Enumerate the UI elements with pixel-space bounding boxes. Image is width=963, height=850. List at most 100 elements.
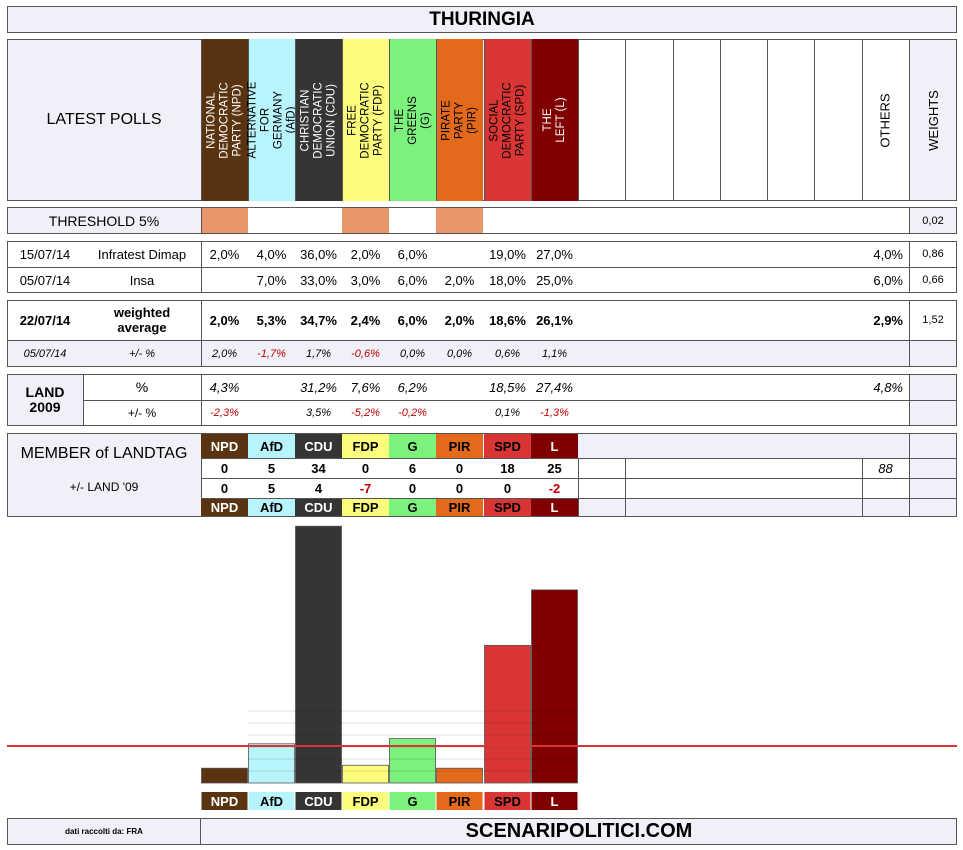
member-party-bottom-fdp: FDP xyxy=(342,499,389,516)
member-party-bottom-l: L xyxy=(531,499,578,516)
land-value xyxy=(248,374,295,400)
divider xyxy=(201,433,202,517)
poll-others: 4,0% xyxy=(873,246,903,262)
poll-value: 6,0% xyxy=(397,272,428,288)
member-seats: 5 xyxy=(267,461,276,476)
threshold-label: THRESHOLD 5% xyxy=(48,212,160,229)
weighted-value: 34,7% xyxy=(300,312,337,328)
poll-date: 05/07/14 xyxy=(19,272,71,288)
bar-pir xyxy=(436,767,483,784)
divider xyxy=(201,207,202,234)
member-change: 0 xyxy=(503,481,512,496)
member-party-top-npd: NPD xyxy=(201,434,248,458)
category-label-bg-l xyxy=(531,792,578,810)
category-label-bg-cdu xyxy=(295,792,342,810)
threshold-mark-npd xyxy=(201,208,248,233)
bar-spd xyxy=(484,644,531,784)
header-divider xyxy=(201,39,202,201)
members-label: MEMBER of LANDTAG xyxy=(20,445,188,462)
bar-l xyxy=(531,589,578,784)
header-divider xyxy=(814,39,815,201)
member-party-bottom-pir: PIR xyxy=(436,499,483,516)
party-header-g: THE GREENS (G) xyxy=(389,39,436,201)
divider xyxy=(625,458,626,517)
poll-value: 19,0% xyxy=(489,246,526,262)
land-value: 27,4% xyxy=(536,379,573,395)
members-sub-label: +/- LAND '09 xyxy=(69,480,139,494)
member-change: 0 xyxy=(408,481,417,496)
poll-value: 18,0% xyxy=(489,272,526,288)
category-label-g: G xyxy=(407,794,417,809)
member-change: 4 xyxy=(314,481,323,496)
member-seats: 6 xyxy=(408,461,417,476)
divider xyxy=(201,498,957,499)
weighted-value: 2,0% xyxy=(209,312,240,328)
party-header-afd: ALTERNATIVE FOR GERMANY (AfD) xyxy=(246,39,297,201)
poll-value: 2,0% xyxy=(209,246,240,262)
poll-value: 2,0% xyxy=(350,246,381,262)
party-header-cdu: CHRISTIAN DEMOCRATIC UNION (CDU) xyxy=(295,39,342,201)
category-label-fdp: FDP xyxy=(353,794,379,809)
party-header-label: PIRATE PARTY (PIR) xyxy=(440,99,479,141)
member-party-bottom-npd: NPD xyxy=(201,499,248,516)
others-header: OTHERS xyxy=(878,92,894,148)
delta-value: 0,0% xyxy=(446,347,473,360)
others-bg xyxy=(862,40,909,200)
party-header-label: CHRISTIAN DEMOCRATIC UNION (CDU) xyxy=(299,81,338,159)
land-value: 18,5% xyxy=(489,379,526,395)
land-diff-value: -0,2% xyxy=(398,407,427,419)
bar-npd xyxy=(201,767,248,784)
footer-bar xyxy=(7,818,957,845)
party-header-label: NATIONAL DEMOCRATIC PARTY (NPD) xyxy=(205,81,244,159)
weighted-value: 6,0% xyxy=(397,312,428,328)
party-header-label: FREE DEMOCRATIC PARTY (FDP) xyxy=(346,81,385,159)
weighted-block xyxy=(7,300,957,367)
category-label-l: L xyxy=(551,794,559,809)
divider xyxy=(909,374,910,426)
poll-value: 3,0% xyxy=(350,272,381,288)
party-header-pir: PIRATE PARTY (PIR) xyxy=(436,39,483,201)
land-pct-label: % xyxy=(135,379,149,395)
member-seats: 0 xyxy=(455,461,464,476)
member-seats: 18 xyxy=(500,461,515,476)
land-others: 4,8% xyxy=(873,379,903,395)
latest-polls-label: LATEST POLLS xyxy=(46,111,162,128)
category-label-bg-pir xyxy=(436,792,483,810)
member-seats: 34 xyxy=(311,461,326,476)
delta-value: 0,0% xyxy=(399,347,426,360)
weighted-weight: 1,52 xyxy=(922,314,944,326)
footer-site: SCENARIPOLITICI.COM xyxy=(465,820,693,842)
land-value: 31,2% xyxy=(300,379,337,395)
header-divider xyxy=(767,39,768,201)
header-divider xyxy=(862,39,863,201)
poll-value: 25,0% xyxy=(536,272,573,288)
member-party-bottom-afd: AfD xyxy=(248,499,295,516)
poll-bar-chart: NPD AfD CDU FDP G PIR SPD L xyxy=(7,525,957,810)
divider xyxy=(578,458,579,517)
poll-value: 7,0% xyxy=(256,272,287,288)
threshold-mark-pir xyxy=(436,208,483,233)
land-diff-value: -1,3% xyxy=(540,407,569,419)
bar-fdp xyxy=(342,764,389,784)
delta-date: 05/07/14 xyxy=(23,347,67,360)
weighted-value: 26,1% xyxy=(536,312,573,328)
member-party-top-l: L xyxy=(531,434,578,458)
land-value xyxy=(436,374,483,400)
land-value: 4,3% xyxy=(209,379,240,395)
land-diff-value xyxy=(436,400,483,426)
divider xyxy=(862,458,863,517)
member-seats: 0 xyxy=(220,461,229,476)
footer-source: dati raccolti da: FRA xyxy=(65,827,143,836)
poll-value xyxy=(201,267,248,293)
member-change: 5 xyxy=(267,481,276,496)
poll-value: 2,0% xyxy=(444,272,475,288)
weighted-date: 22/07/14 xyxy=(19,312,71,328)
poll-value xyxy=(436,241,483,267)
category-label-bg-fdp xyxy=(342,792,389,810)
poll-institute: Insa xyxy=(129,272,155,288)
divider xyxy=(909,300,910,367)
weights-header: WEIGHTS xyxy=(925,89,941,151)
poll-date: 15/07/14 xyxy=(19,246,71,262)
delta-value: -0,6% xyxy=(351,347,380,360)
land-diff-value xyxy=(248,400,295,426)
